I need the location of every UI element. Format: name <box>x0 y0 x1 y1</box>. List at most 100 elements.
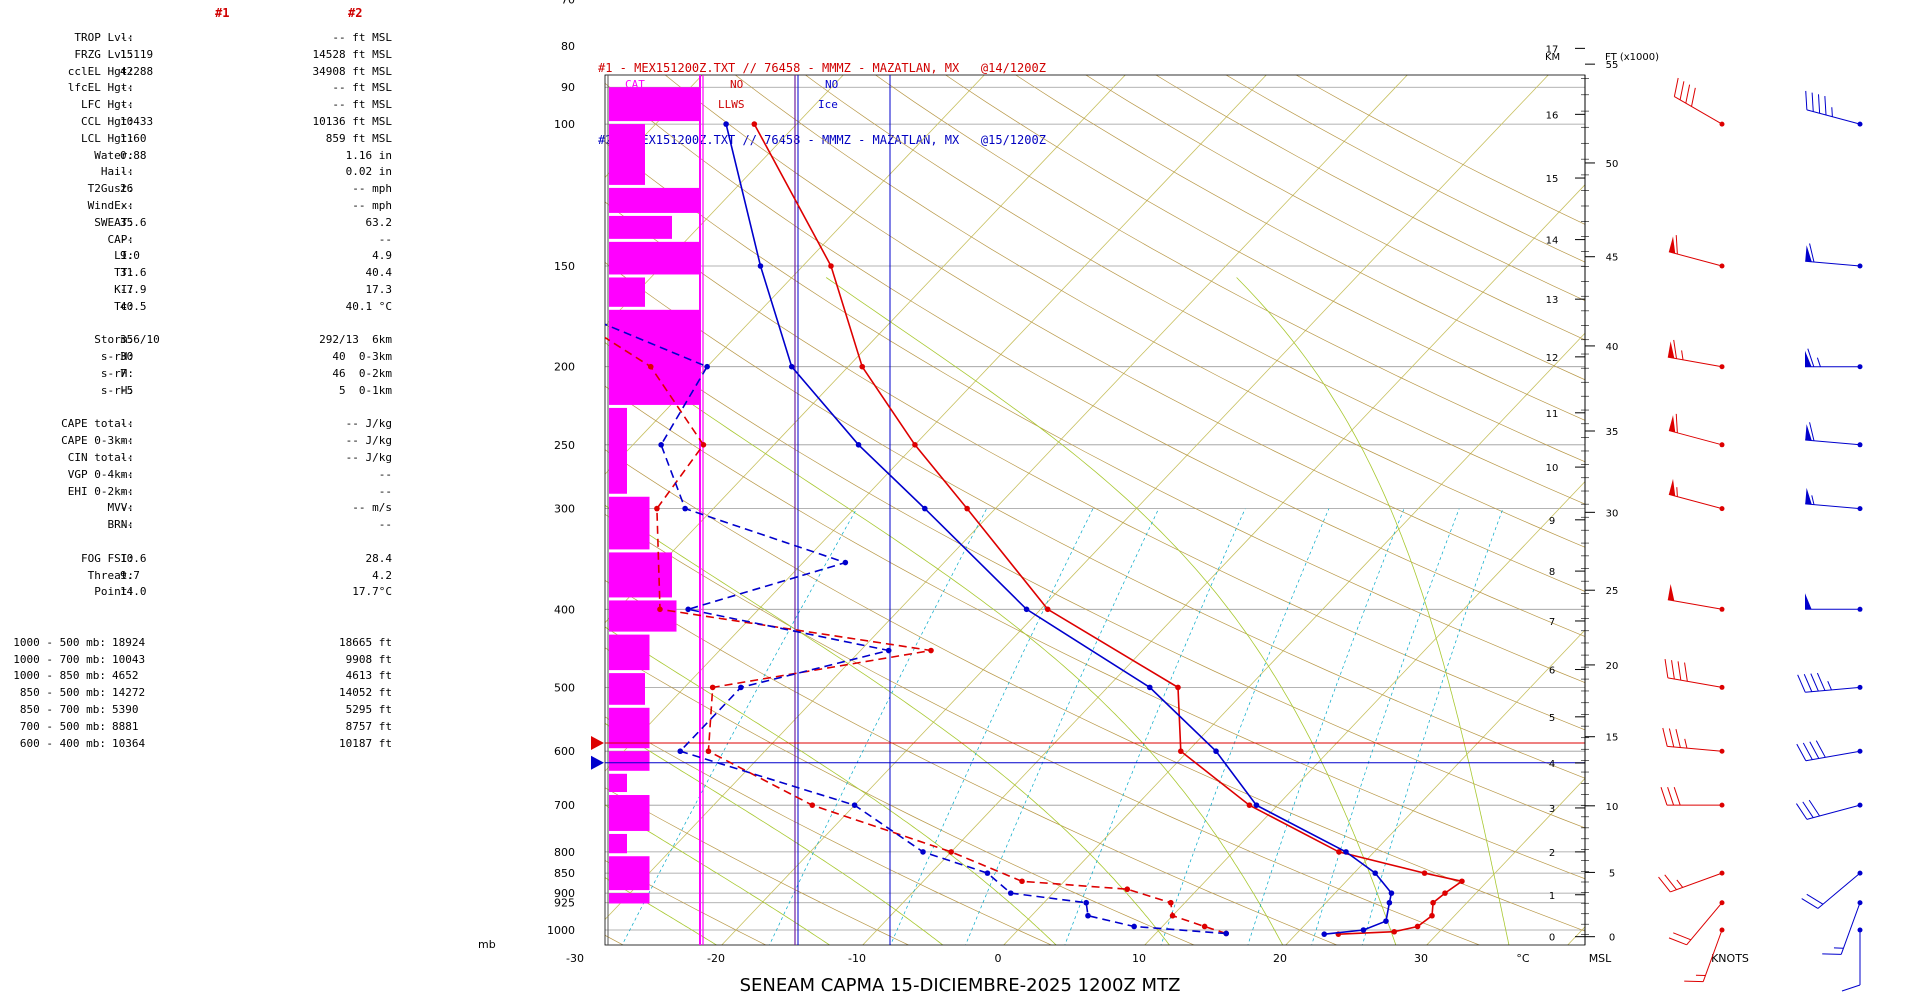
stats-label: LCL Hgt: <box>81 131 134 145</box>
pressure-tick-label: 80 <box>561 40 575 53</box>
km-tick-label: 13 <box>1546 295 1559 306</box>
stats-label: 850 - 700 mb: <box>19 703 106 716</box>
stats-row: LFC Hgt: -- -- ft MSL <box>0 97 400 112</box>
wind-barb-base <box>1719 900 1725 906</box>
wind-barb-base <box>1719 870 1725 876</box>
stats-row: Tc: 40.5 40.1 °C <box>0 299 400 314</box>
stats-label: s-rH: <box>100 367 134 380</box>
dry-adiabat <box>664 75 1585 592</box>
stats-label: s-rH: <box>100 350 134 364</box>
stats-row: 1000 - 500 mb: 18924 18665 ft <box>0 635 400 650</box>
wind-barb-base <box>1857 442 1863 448</box>
stats-row: Threat: 9.7 4.2 <box>0 568 400 583</box>
wind-barb <box>1805 90 1863 127</box>
wind-barb <box>1822 900 1863 955</box>
dewpoint-point <box>1085 912 1091 919</box>
km-tick-label: 4 <box>1549 759 1555 770</box>
stats-value-2: 1.16 in <box>345 148 392 162</box>
wind-barb-staff <box>1806 804 1861 820</box>
title-sounding-1: #1 - MEX151200Z.TXT // 76458 - MMMZ - MA… <box>598 61 1046 75</box>
wind-barb-pennant <box>1805 424 1812 441</box>
wind-barb-staff <box>1805 686 1861 693</box>
km-tick-label: 12 <box>1546 353 1559 364</box>
stats-value-2: 40.4 <box>365 266 393 280</box>
stats-label: LI: <box>114 249 134 263</box>
wind-barb <box>1805 593 1863 612</box>
dry-adiabat <box>605 449 1585 932</box>
wind-barb-staff <box>1686 902 1723 946</box>
stats-value-2: 10136 ft MSL <box>312 115 392 128</box>
stats-label: Threat: <box>87 568 134 582</box>
wind-barb-half-flag <box>1676 879 1684 888</box>
dewpoint-point <box>647 363 654 370</box>
stats-panel: #1 #2 TROP Lvl: -- -- ft MSL FRZG Lvl: 15119… <box>0 0 560 997</box>
chart-footer: SENEAM CAPMA 15-DICIEMBRE-2025 1200Z MTZ <box>739 975 1181 996</box>
stats-row: 700 - 500 mb: 8881 8757 ft <box>0 719 400 734</box>
stats-label: 850 - 500 mb: <box>19 686 106 700</box>
mixing-ratio-line <box>1362 508 1504 945</box>
wind-barb-flag <box>1684 662 1688 682</box>
wind-barb-flag <box>1675 413 1678 433</box>
stats-label: TT: <box>114 266 134 280</box>
wind-barb-flag <box>1822 953 1842 955</box>
stats-value-2: 40.1 °C <box>345 299 392 313</box>
wind-barb-base <box>1719 802 1725 808</box>
wind-barb-flag <box>1807 348 1815 367</box>
stats-value-2: -- ft MSL <box>332 31 392 44</box>
stats-row: CAP: -- -- <box>0 232 400 247</box>
stats-row: EHI 0-2km: -- -- <box>0 484 400 499</box>
stats-row: CAPE total: -- -- J/kg <box>0 416 400 431</box>
wind-barb-flag <box>1802 742 1813 760</box>
temperature-point <box>1175 684 1181 691</box>
ft-tick-label: 15 <box>1606 733 1619 744</box>
wind-barb-flag <box>1802 801 1814 818</box>
wind-barb-flag <box>1673 77 1679 97</box>
wind-barb-half-flag <box>1831 107 1833 117</box>
dewpoint-point <box>885 647 892 654</box>
stats-value-2: 14528 ft MSL <box>312 47 392 61</box>
stats-row: Water: 0.88 1.16 in <box>0 148 400 163</box>
stats-label: CAP: <box>107 232 135 246</box>
dewpoint-point <box>738 684 744 691</box>
wind-barb-flag <box>1668 937 1687 946</box>
wind-barb-flag <box>1673 787 1681 806</box>
stats-row: TROP Lvl: -- -- ft MSL <box>0 30 400 45</box>
wind-barb-half-flag <box>1811 495 1815 505</box>
stats-value-2: 63.2 <box>365 215 393 229</box>
stats-label: Storm: <box>94 333 134 347</box>
dewpoint-point <box>654 505 660 512</box>
wind-barb <box>1662 727 1725 754</box>
dewpoint-point <box>948 849 954 855</box>
temperature-point <box>1391 928 1398 935</box>
wind-barb-base <box>1857 748 1863 754</box>
moist-adiabat <box>825 277 1397 945</box>
stats-row: cclEL Hgt: 42288 34908 ft MSL <box>0 64 400 79</box>
isotherm <box>721 75 1549 945</box>
temperature-point <box>855 441 862 448</box>
wind-barb <box>1667 583 1725 612</box>
wind-barb-pennant <box>1805 487 1812 505</box>
temperature-point <box>1388 890 1395 896</box>
wind-barb-pennant <box>1667 583 1675 601</box>
stats-value-2: 28.4 <box>365 551 393 565</box>
km-tick-label: 11 <box>1546 409 1559 420</box>
dewpoint-point <box>657 606 663 613</box>
temperature-point <box>1430 899 1436 906</box>
wind-barb-flag <box>1806 893 1824 905</box>
dry-adiabat <box>945 75 1585 421</box>
wind-barb-flag <box>1658 876 1671 893</box>
temperature-point <box>859 363 866 370</box>
stats-label: EHI 0-2km: <box>67 484 134 498</box>
wind-barb-flag <box>1677 661 1682 681</box>
stats-value-2: -- ft MSL <box>332 81 392 95</box>
temperature-point <box>964 505 970 512</box>
wind-barb-half-flag <box>1827 680 1832 691</box>
dewpoint-point <box>1131 923 1137 930</box>
dewpoint-point <box>984 870 991 876</box>
stats-label: CIN total: <box>67 451 134 464</box>
stats-value-2: 40 0-3km <box>332 350 392 364</box>
pressure-tick-label: 700 <box>554 799 575 812</box>
wind-barb <box>1658 870 1725 893</box>
isotherm <box>1144 480 1585 945</box>
